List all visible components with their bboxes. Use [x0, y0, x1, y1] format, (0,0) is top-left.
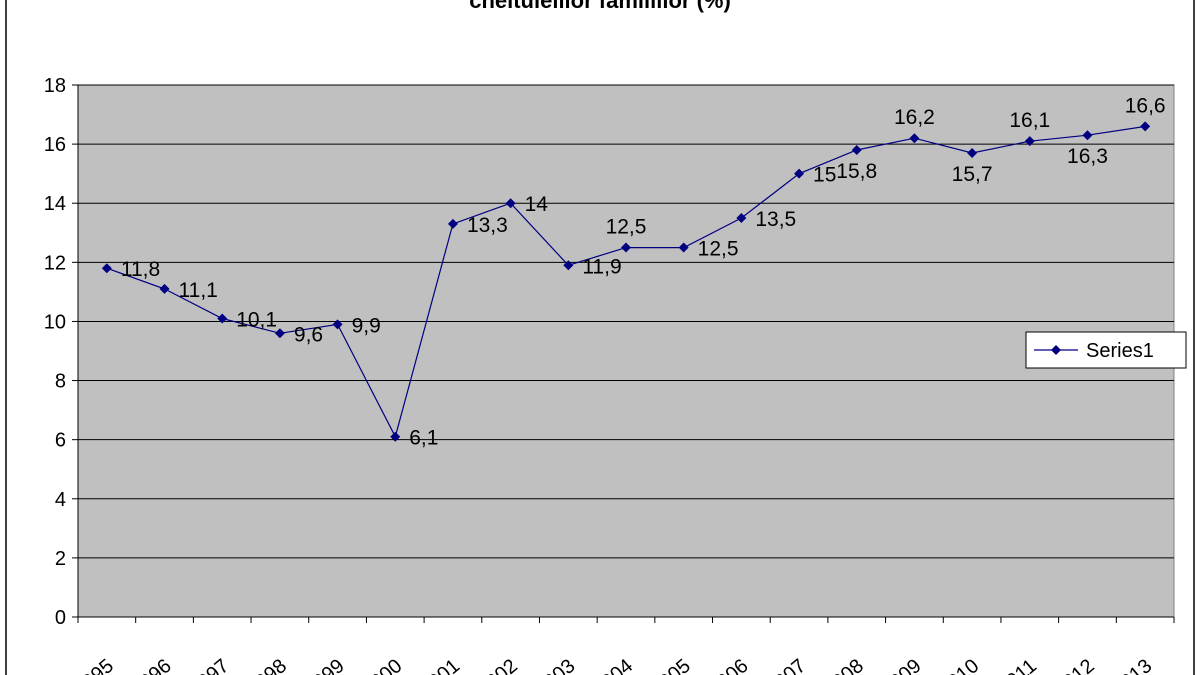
- data-point-marker: [447, 218, 458, 229]
- data-point-marker: [909, 133, 920, 144]
- y-tick-label: 12: [44, 252, 66, 274]
- data-point-marker: [1140, 121, 1151, 132]
- data-label: 14: [525, 193, 549, 216]
- data-point-marker: [1024, 136, 1035, 147]
- data-point-marker: [563, 260, 574, 271]
- y-tick-label: 16: [44, 134, 66, 156]
- data-point-marker: [621, 242, 631, 253]
- y-tick-label: 14: [44, 193, 66, 215]
- data-point-marker: [1082, 130, 1093, 141]
- data-point-marker: [967, 147, 978, 158]
- y-tick-label: 10: [44, 311, 66, 333]
- y-tick-label: 6: [55, 430, 66, 452]
- data-label: 16,3: [1067, 145, 1108, 168]
- data-point-marker: [736, 213, 747, 223]
- data-point-marker: [390, 431, 401, 442]
- data-label: 10,1: [236, 308, 277, 331]
- data-label: 13,5: [755, 208, 796, 231]
- data-label: 12,5: [606, 216, 647, 239]
- y-tick-label: 18: [44, 75, 66, 97]
- legend-label: Series1: [1086, 340, 1154, 362]
- data-label: 13,3: [467, 214, 508, 237]
- data-label: 16,6: [1125, 94, 1166, 117]
- data-point-marker: [794, 168, 805, 179]
- y-tick-label: 8: [55, 371, 66, 393]
- data-label: 15,8: [836, 160, 877, 183]
- plot-area: [77, 84, 1175, 618]
- data-label: 15: [813, 164, 836, 187]
- data-label: 16,2: [894, 106, 935, 129]
- grid-lines: [78, 84, 1174, 559]
- chart-title: cheltuielilor familiilor (%): [469, 0, 731, 13]
- data-label: 6,1: [409, 427, 438, 450]
- y-tick-label: 0: [55, 607, 66, 629]
- data-labels: 11,8 11,1 10,1 9,6 9,9 6,1 13,3 14 11,9 12,5 12,5 1…: [121, 94, 1166, 449]
- data-point-marker: [274, 328, 285, 339]
- data-point-marker: [159, 283, 170, 294]
- data-label: 9,6: [294, 323, 323, 346]
- series-markers: [101, 121, 1151, 442]
- data-label: 11,1: [179, 279, 218, 302]
- data-label: 12,5: [698, 238, 739, 261]
- data-point-marker: [678, 242, 689, 253]
- data-point-marker: [851, 145, 862, 156]
- data-label: 11,9: [582, 255, 621, 278]
- data-point-marker: [332, 319, 343, 330]
- y-tick-label: 4: [55, 489, 66, 511]
- legend-marker-icon: [1051, 345, 1061, 355]
- y-tick-label: 2: [55, 548, 66, 570]
- y-axis: 0 2 4 6 8 10 12 14 16 18: [44, 75, 79, 629]
- data-point-marker: [505, 198, 516, 209]
- data-label: 11,8: [121, 258, 160, 281]
- data-point-marker: [217, 313, 228, 324]
- data-label: 15,7: [952, 163, 993, 186]
- legend: Series1: [1025, 331, 1187, 369]
- data-label: 16,1: [1009, 109, 1050, 132]
- data-point-marker: [101, 263, 112, 274]
- data-label: 9,9: [352, 314, 381, 337]
